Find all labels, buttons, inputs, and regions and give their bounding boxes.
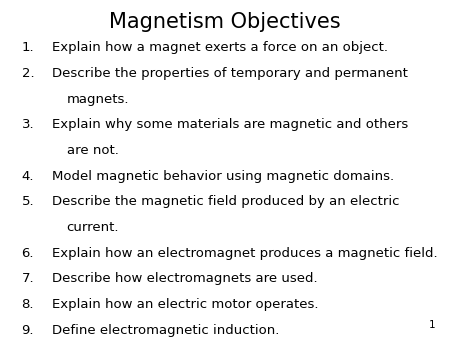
- Text: Magnetism Objectives: Magnetism Objectives: [109, 12, 341, 32]
- Text: 1: 1: [429, 319, 436, 330]
- Text: 1.: 1.: [22, 41, 34, 54]
- Text: Define electromagnetic induction.: Define electromagnetic induction.: [52, 324, 279, 337]
- Text: Describe the magnetic field produced by an electric: Describe the magnetic field produced by …: [52, 195, 399, 208]
- Text: 7.: 7.: [22, 272, 34, 285]
- Text: 2.: 2.: [22, 67, 34, 80]
- Text: Describe the properties of temporary and permanent: Describe the properties of temporary and…: [52, 67, 408, 80]
- Text: Explain how an electric motor operates.: Explain how an electric motor operates.: [52, 298, 318, 311]
- Text: Model magnetic behavior using magnetic domains.: Model magnetic behavior using magnetic d…: [52, 170, 394, 183]
- Text: are not.: are not.: [67, 144, 118, 157]
- Text: current.: current.: [67, 221, 119, 234]
- Text: 9.: 9.: [22, 324, 34, 337]
- Text: 3.: 3.: [22, 118, 34, 131]
- Text: 8.: 8.: [22, 298, 34, 311]
- Text: Describe how electromagnets are used.: Describe how electromagnets are used.: [52, 272, 317, 285]
- Text: 5.: 5.: [22, 195, 34, 208]
- Text: Explain why some materials are magnetic and others: Explain why some materials are magnetic …: [52, 118, 408, 131]
- Text: 6.: 6.: [22, 247, 34, 260]
- Text: magnets.: magnets.: [67, 93, 129, 105]
- Text: Explain how an electromagnet produces a magnetic field.: Explain how an electromagnet produces a …: [52, 247, 437, 260]
- Text: Explain how a magnet exerts a force on an object.: Explain how a magnet exerts a force on a…: [52, 41, 388, 54]
- Text: 4.: 4.: [22, 170, 34, 183]
